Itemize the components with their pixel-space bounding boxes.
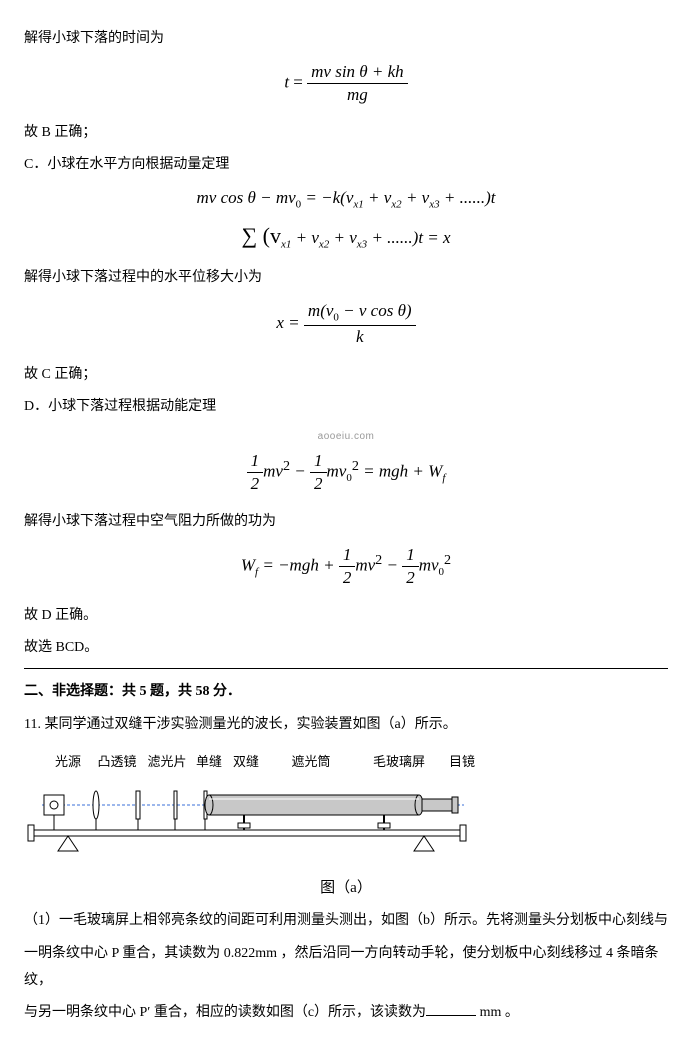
question-11-part1-c: 与另一明条纹中心 P′ 重合，相应的读数如图（c）所示，该读数为 mm 。 (24, 1000, 668, 1027)
apparatus-svg (24, 775, 484, 870)
text-line: 故 C 正确； (24, 362, 668, 389)
watermark: aooeiu.com (24, 427, 668, 446)
section-divider (24, 668, 668, 669)
text-line: D．小球下落过程根据动能定理 (24, 394, 668, 421)
text-line: 解得小球下落的时间为 (24, 26, 668, 53)
apparatus-diagram: 光源 凸透镜 滤光片 单缝 双缝 遮光筒 毛玻璃屏 目镜 (24, 750, 668, 902)
question-11-part1-a: （1）一毛玻璃屏上相邻亮条纹的间距可利用测量头测出，如图（b）所示。先将测量头分… (24, 908, 668, 935)
question-11-part1-b: 一明条纹中心 P 重合，其读数为 0.822mm ，然后沿同一方向转动手轮，使分… (24, 941, 668, 994)
text-line: 故 D 正确。 (24, 603, 668, 630)
text-line: 解得小球下落过程中的水平位移大小为 (24, 265, 668, 292)
equation-5: Wf = −mgh + 12mv2 − 12mv02 (24, 544, 668, 589)
equation-1: t = mv sin θ + kh mg (24, 61, 668, 106)
text-line: 故选 BCD。 (24, 635, 668, 662)
diagram-labels: 光源 凸透镜 滤光片 单缝 双缝 遮光筒 毛玻璃屏 目镜 (44, 750, 668, 775)
text-line: 解得小球下落过程中空气阻力所做的功为 (24, 509, 668, 536)
figure-caption: 图（a） (24, 874, 668, 903)
text-line: C．小球在水平方向根据动量定理 (24, 152, 668, 179)
equation-3: x = m(v0 − v cos θ) k (24, 300, 668, 348)
section-heading: 二、非选择题：共 5 题，共 58 分． (24, 679, 668, 706)
equation-4: 12mv2 − 12mv02 = mgh + Wf (24, 450, 668, 495)
text-line: 故 B 正确； (24, 120, 668, 147)
equation-2: mv cos θ − mv0 = −k(vx1 + vx2 + vx3 + ..… (24, 187, 668, 251)
question-11: 11. 某同学通过双缝干涉实验测量光的波长，实验装置如图（a）所示。 (24, 712, 668, 739)
answer-blank[interactable] (426, 1001, 476, 1016)
